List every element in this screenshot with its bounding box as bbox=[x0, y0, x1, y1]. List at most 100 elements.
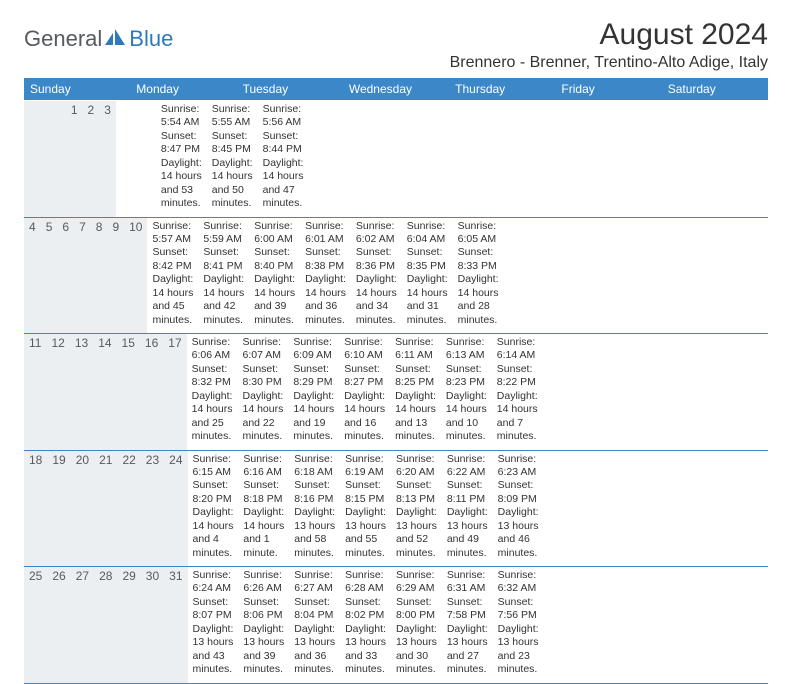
daylight-text: Daylight: 13 hours and 43 minutes. bbox=[193, 623, 234, 677]
daylight-text: Daylight: 14 hours and 7 minutes. bbox=[497, 390, 538, 444]
day-number: 9 bbox=[107, 218, 124, 334]
day-cell: Sunrise: 6:11 AMSunset: 8:25 PMDaylight:… bbox=[390, 334, 441, 450]
weekday-header: Tuesday bbox=[237, 78, 343, 100]
day-number bbox=[45, 101, 55, 217]
day-number: 6 bbox=[57, 218, 74, 334]
sunrise-text: Sunrise: 5:57 AM bbox=[152, 220, 193, 247]
day-cell: Sunrise: 6:16 AMSunset: 8:18 PMDaylight:… bbox=[238, 451, 289, 567]
sunset-text: Sunset: 7:56 PM bbox=[498, 596, 539, 623]
daylight-text: Daylight: 14 hours and 4 minutes. bbox=[193, 506, 234, 560]
day-number bbox=[55, 101, 65, 217]
day-cell: Sunrise: 6:22 AMSunset: 8:11 PMDaylight:… bbox=[442, 451, 493, 567]
sunset-text: Sunset: 8:44 PM bbox=[263, 130, 304, 157]
sunset-text: Sunset: 8:18 PM bbox=[243, 479, 284, 506]
daylight-text: Daylight: 14 hours and 16 minutes. bbox=[344, 390, 385, 444]
day-cell: Sunrise: 6:19 AMSunset: 8:15 PMDaylight:… bbox=[340, 451, 391, 567]
day-number: 18 bbox=[24, 451, 47, 567]
sunset-text: Sunset: 8:33 PM bbox=[458, 246, 499, 273]
sunrise-text: Sunrise: 6:19 AM bbox=[345, 453, 386, 480]
weekday-header: Thursday bbox=[449, 78, 555, 100]
weekday-header: Wednesday bbox=[343, 78, 449, 100]
day-number: 24 bbox=[164, 451, 187, 567]
sunset-text: Sunset: 8:23 PM bbox=[446, 363, 487, 390]
sunset-text: Sunset: 8:00 PM bbox=[396, 596, 437, 623]
sunset-text: Sunset: 7:58 PM bbox=[447, 596, 488, 623]
daylight-text: Daylight: 14 hours and 25 minutes. bbox=[192, 390, 233, 444]
day-cell: Sunrise: 6:27 AMSunset: 8:04 PMDaylight:… bbox=[289, 567, 340, 683]
sunrise-text: Sunrise: 6:27 AM bbox=[294, 569, 335, 596]
daylight-text: Daylight: 14 hours and 1 minute. bbox=[243, 506, 284, 560]
daylight-text: Daylight: 14 hours and 22 minutes. bbox=[242, 390, 283, 444]
daylight-text: Daylight: 13 hours and 58 minutes. bbox=[294, 506, 335, 560]
sunset-text: Sunset: 8:35 PM bbox=[407, 246, 448, 273]
sunrise-text: Sunrise: 6:16 AM bbox=[243, 453, 284, 480]
daylight-text: Daylight: 13 hours and 49 minutes. bbox=[447, 506, 488, 560]
calendar-week: 45678910Sunrise: 5:57 AMSunset: 8:42 PMD… bbox=[24, 218, 768, 335]
day-cell: Sunrise: 6:32 AMSunset: 7:56 PMDaylight:… bbox=[493, 567, 544, 683]
day-number: 19 bbox=[47, 451, 70, 567]
day-cell bbox=[136, 101, 146, 217]
sunset-text: Sunset: 8:45 PM bbox=[212, 130, 253, 157]
daylight-text: Daylight: 13 hours and 55 minutes. bbox=[345, 506, 386, 560]
day-number: 26 bbox=[47, 567, 70, 683]
daylight-text: Daylight: 14 hours and 13 minutes. bbox=[395, 390, 436, 444]
day-cell bbox=[126, 101, 136, 217]
daylight-text: Daylight: 14 hours and 36 minutes. bbox=[305, 273, 346, 327]
day-cell: Sunrise: 6:02 AMSunset: 8:36 PMDaylight:… bbox=[351, 218, 402, 334]
day-number: 22 bbox=[117, 451, 140, 567]
day-number-row: 123 bbox=[24, 101, 116, 217]
sunset-text: Sunset: 8:38 PM bbox=[305, 246, 346, 273]
day-cell: Sunrise: 5:56 AMSunset: 8:44 PMDaylight:… bbox=[258, 101, 309, 217]
day-cell bbox=[116, 101, 126, 217]
daylight-text: Daylight: 13 hours and 33 minutes. bbox=[345, 623, 386, 677]
sunrise-text: Sunrise: 6:11 AM bbox=[395, 336, 436, 363]
day-body-row: Sunrise: 5:54 AMSunset: 8:47 PMDaylight:… bbox=[116, 101, 309, 217]
weekday-header: Monday bbox=[130, 78, 236, 100]
daylight-text: Daylight: 14 hours and 39 minutes. bbox=[254, 273, 295, 327]
day-cell: Sunrise: 6:09 AMSunset: 8:29 PMDaylight:… bbox=[288, 334, 339, 450]
title-block: August 2024 Brennero - Brenner, Trentino… bbox=[450, 18, 768, 72]
sunrise-text: Sunrise: 6:24 AM bbox=[193, 569, 234, 596]
sunrise-text: Sunrise: 6:05 AM bbox=[458, 220, 499, 247]
day-cell: Sunrise: 6:14 AMSunset: 8:22 PMDaylight:… bbox=[492, 334, 543, 450]
logo-sails-icon bbox=[105, 29, 127, 52]
sunset-text: Sunset: 8:09 PM bbox=[498, 479, 539, 506]
day-number: 31 bbox=[164, 567, 187, 683]
daylight-text: Daylight: 14 hours and 47 minutes. bbox=[263, 157, 304, 211]
day-cell: Sunrise: 6:23 AMSunset: 8:09 PMDaylight:… bbox=[493, 451, 544, 567]
daylight-text: Daylight: 13 hours and 52 minutes. bbox=[396, 506, 437, 560]
weekday-header: Saturday bbox=[662, 78, 768, 100]
sunrise-text: Sunrise: 5:59 AM bbox=[203, 220, 244, 247]
day-number: 30 bbox=[141, 567, 164, 683]
daylight-text: Daylight: 14 hours and 19 minutes. bbox=[293, 390, 334, 444]
day-cell: Sunrise: 5:57 AMSunset: 8:42 PMDaylight:… bbox=[147, 218, 198, 334]
sunrise-text: Sunrise: 6:10 AM bbox=[344, 336, 385, 363]
day-cell: Sunrise: 6:15 AMSunset: 8:20 PMDaylight:… bbox=[188, 451, 239, 567]
sunrise-text: Sunrise: 6:28 AM bbox=[345, 569, 386, 596]
sunset-text: Sunset: 8:27 PM bbox=[344, 363, 385, 390]
sunrise-text: Sunrise: 6:07 AM bbox=[242, 336, 283, 363]
daylight-text: Daylight: 13 hours and 27 minutes. bbox=[447, 623, 488, 677]
day-body-row: Sunrise: 6:24 AMSunset: 8:07 PMDaylight:… bbox=[188, 567, 544, 683]
daylight-text: Daylight: 13 hours and 39 minutes. bbox=[243, 623, 284, 677]
sunrise-text: Sunrise: 6:20 AM bbox=[396, 453, 437, 480]
day-number bbox=[34, 101, 44, 217]
sunrise-text: Sunrise: 6:31 AM bbox=[447, 569, 488, 596]
sunrise-text: Sunrise: 6:09 AM bbox=[293, 336, 334, 363]
sunset-text: Sunset: 8:20 PM bbox=[193, 479, 234, 506]
day-cell: Sunrise: 6:29 AMSunset: 8:00 PMDaylight:… bbox=[391, 567, 442, 683]
sunset-text: Sunset: 8:02 PM bbox=[345, 596, 386, 623]
daylight-text: Daylight: 14 hours and 50 minutes. bbox=[212, 157, 253, 211]
day-number: 14 bbox=[93, 334, 116, 450]
day-number: 21 bbox=[94, 451, 117, 567]
sunrise-text: Sunrise: 6:18 AM bbox=[294, 453, 335, 480]
daylight-text: Daylight: 14 hours and 28 minutes. bbox=[458, 273, 499, 327]
day-number-row: 25262728293031 bbox=[24, 567, 188, 683]
day-cell: Sunrise: 6:20 AMSunset: 8:13 PMDaylight:… bbox=[391, 451, 442, 567]
month-title: August 2024 bbox=[450, 18, 768, 52]
sunset-text: Sunset: 8:16 PM bbox=[294, 479, 335, 506]
day-cell: Sunrise: 6:18 AMSunset: 8:16 PMDaylight:… bbox=[289, 451, 340, 567]
location-subtitle: Brennero - Brenner, Trentino-Alto Adige,… bbox=[450, 54, 768, 72]
sunset-text: Sunset: 8:30 PM bbox=[242, 363, 283, 390]
sunrise-text: Sunrise: 5:54 AM bbox=[161, 103, 202, 130]
